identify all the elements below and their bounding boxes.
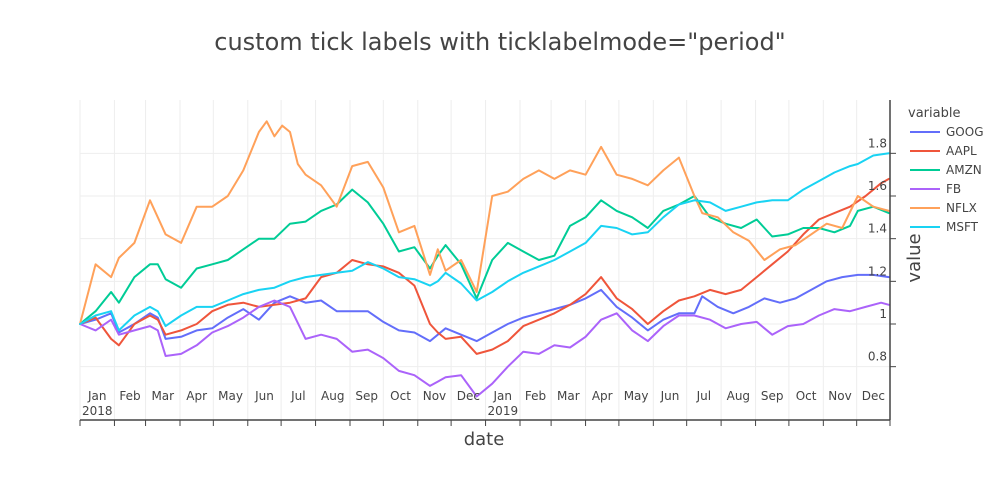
x-tick-label: Mar	[151, 389, 174, 403]
x-tick-label: Jan	[87, 389, 107, 403]
x-tick-label: Aug	[321, 389, 344, 403]
series-line-goog	[79, 273, 890, 343]
x-tick-label: Jan	[493, 389, 513, 403]
x-tick-label: Feb	[525, 389, 546, 403]
y-tick-label: 1.4	[868, 222, 887, 236]
axes	[79, 100, 896, 426]
gridlines	[79, 100, 891, 420]
x-tick-label: Mar	[557, 389, 580, 403]
y-tick-label: 1.6	[868, 179, 887, 193]
y-tick-label: 1	[879, 307, 887, 321]
y-tick-label: 0.8	[868, 350, 887, 364]
legend-label-nflx: NFLX	[946, 201, 977, 215]
series-line-aapl	[79, 177, 890, 355]
x-tick-label: Apr	[186, 389, 207, 403]
legend-label-goog: GOOG	[946, 125, 984, 139]
legend-label-aapl: AAPL	[946, 144, 977, 158]
x-tick-label: Jul	[290, 389, 305, 403]
x-tick-label: Jul	[696, 389, 711, 403]
x-tick-label: Nov	[423, 389, 446, 403]
x-tick-label: May	[624, 389, 649, 403]
x-tick-year-label: 2019	[488, 404, 519, 418]
x-tick-label: Jun	[254, 389, 274, 403]
legend-label-fb: FB	[946, 182, 961, 196]
x-tick-label: Jun	[660, 389, 680, 403]
x-tick-label: Sep	[355, 389, 378, 403]
x-tick-label: Aug	[727, 389, 750, 403]
legend: variable GOOG AAPL AMZN FB NFLX MSFT	[908, 106, 984, 234]
series-line-fb	[79, 299, 890, 398]
x-tick-label: Nov	[828, 389, 851, 403]
x-tick-label: Sep	[761, 389, 784, 403]
x-tick-label: Oct	[796, 389, 817, 403]
y-axis-title: value	[904, 233, 925, 282]
series-line-nflx	[79, 120, 890, 325]
chart-title: custom tick labels with ticklabelmode="p…	[214, 28, 785, 56]
series-line-msft	[79, 152, 890, 332]
x-tick-year-label: 2018	[82, 404, 113, 418]
series-layer	[79, 120, 890, 398]
legend-title: variable	[908, 106, 960, 121]
x-tick-label: Dec	[862, 389, 885, 403]
x-axis-title: date	[464, 429, 505, 450]
x-tick-label: Feb	[119, 389, 140, 403]
x-tick-label: Apr	[592, 389, 613, 403]
series-line-amzn	[79, 188, 890, 325]
y-tick-label: 1.2	[868, 264, 887, 278]
x-tick-label: Dec	[457, 389, 480, 403]
legend-label-amzn: AMZN	[946, 163, 982, 177]
y-axis-tick-labels: 0.8 1 1.2 1.4 1.6 1.8	[868, 136, 887, 363]
x-tick-label: Oct	[390, 389, 411, 403]
y-tick-label: 1.8	[868, 136, 887, 150]
x-tick-label: May	[218, 389, 243, 403]
legend-label-msft: MSFT	[946, 220, 979, 234]
